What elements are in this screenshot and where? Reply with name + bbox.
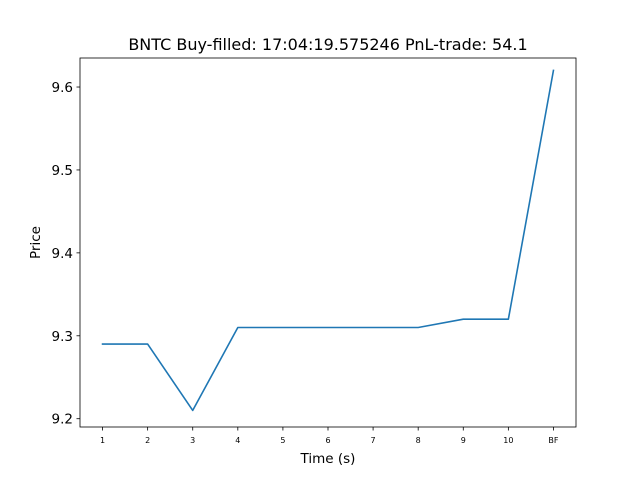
x-tick-label: 3 [190,436,195,445]
x-tick-label: 8 [416,436,421,445]
y-tick-label: 9.2 [52,412,73,428]
y-tick-label: 9.4 [52,246,73,262]
y-tick-label: 9.6 [52,80,73,96]
x-tick-label: 4 [235,436,240,445]
plot-area-frame [79,57,577,428]
x-axis-title: Time (s) [300,451,356,467]
chart-title: BNTC Buy-filled: 17:04:19.575246 PnL-tra… [128,35,527,54]
x-tick-label: 7 [371,436,376,445]
x-tick-label: 2 [145,436,150,445]
x-tick-label: BF [548,436,558,445]
x-tick-label: 9 [461,436,466,445]
x-tick-label: 5 [280,436,285,445]
plot-content [101,69,555,412]
y-tick-label: 9.5 [52,163,73,179]
y-axis-title: Price [28,226,44,259]
x-tick-label: 6 [325,436,330,445]
price-series-line [101,69,555,412]
x-tick-label: 10 [503,436,513,445]
y-axis-ticks: 9.2 9.3 9.4 9.5 9.6 [52,80,80,428]
x-tick-label: 1 [100,436,105,445]
x-axis-ticks: 1 2 3 4 5 6 7 8 9 10 BF [100,427,559,445]
y-tick-label: 9.3 [52,329,73,345]
